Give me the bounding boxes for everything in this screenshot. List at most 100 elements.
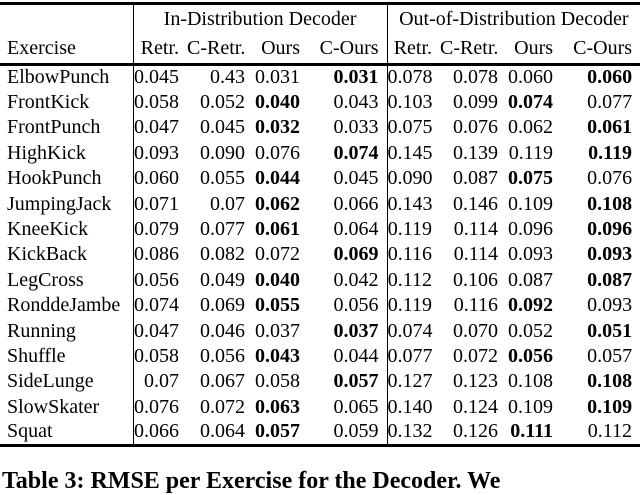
out-dist-c-ours-cell: 0.077 <box>587 91 633 114</box>
out-dist-c-retr-cell: 0.087 <box>453 167 499 190</box>
exercise-cell: HighKick <box>7 141 86 164</box>
out-dist-ours-cell: 0.075 <box>508 167 554 190</box>
in-dist-retr-cell: 0.079 <box>132 216 187 243</box>
out-dist-c-retr-cell: 0.099 <box>453 91 499 114</box>
in-dist-ours-cell: 0.061 <box>255 218 300 241</box>
in-dist-ours-cell: 0.044 <box>255 167 300 190</box>
in-dist-c-ours-cell: 0.065 <box>333 395 379 418</box>
out-dist-retr-cell: 0.090 <box>386 166 441 192</box>
out-dist-retr-cell: 0.078 <box>386 64 441 90</box>
exercise-cell: LegCross <box>7 268 84 291</box>
out-dist-c-retr-cell: 0.076 <box>453 116 499 139</box>
in-dist-c-ours-cell: 0.043 <box>333 91 379 114</box>
exercise-cell: JumpingJack <box>7 192 112 215</box>
in-dist-c-retr-cell: 0.07 <box>210 192 245 215</box>
out-dist-ours-cell: 0.052 <box>508 319 554 342</box>
in-dist-c-ours-cell: 0.037 <box>333 319 379 342</box>
in-distribution-group-header: In-Distribution Decoder <box>132 3 388 33</box>
out-dist-ours-cell: 0.119 <box>508 141 554 164</box>
exercise-cell: ElbowPunch <box>7 66 110 89</box>
in-dist-ours-cell: 0.040 <box>255 268 300 291</box>
in-dist-ours-cell: 0.057 <box>255 420 300 443</box>
in-dist-c-ours-cell: 0.042 <box>333 268 379 291</box>
in-dist-retr-cell: 0.076 <box>132 394 187 420</box>
in-dist-ours-cell: 0.055 <box>255 294 300 317</box>
out-dist-c-ours-cell: 0.112 <box>587 420 633 443</box>
in-dist-c-retr-cell: 0.056 <box>200 344 245 367</box>
out-dist-ours-cell: 0.108 <box>508 370 554 393</box>
out-dist-retr-cell: 0.140 <box>386 394 441 420</box>
exercise-cell: RonddeJambe <box>7 294 121 317</box>
in-dist-ours-cell: 0.063 <box>255 395 300 418</box>
exercise-cell: FrontPunch <box>7 116 101 139</box>
in-dist-c-ours-header: C-Ours <box>308 33 388 66</box>
in-dist-c-ours-cell: 0.069 <box>333 243 379 266</box>
out-dist-c-retr-cell: 0.106 <box>453 268 499 291</box>
out-dist-retr-cell: 0.077 <box>386 343 441 370</box>
in-dist-c-retr-cell: 0.43 <box>210 66 245 89</box>
in-dist-retr-cell: 0.071 <box>132 191 187 217</box>
in-dist-retr-cell: 0.066 <box>132 419 187 446</box>
out-dist-c-retr-cell: 0.078 <box>453 66 499 89</box>
out-dist-retr-cell: 0.112 <box>386 267 441 294</box>
out-dist-c-retr-cell: 0.146 <box>453 192 499 215</box>
out-dist-ours-cell: 0.093 <box>508 243 554 266</box>
in-dist-c-ours-cell: 0.033 <box>333 116 379 139</box>
in-dist-retr-cell: 0.093 <box>132 140 187 167</box>
exercise-column-header: Exercise <box>0 33 133 66</box>
in-dist-c-retr-header: C-Retr. <box>187 33 253 66</box>
out-dist-c-ours-cell: 0.109 <box>587 395 633 418</box>
out-dist-c-ours-cell: 0.051 <box>587 319 633 342</box>
table-row: LegCross 0.056 0.049 0.040 0.042 0.112 0.106 0.… <box>0 267 640 294</box>
out-dist-c-ours-cell: 0.057 <box>587 344 633 367</box>
table-row: Shuffle 0.058 0.056 0.043 0.044 0.077 0.072 0.0… <box>0 343 640 370</box>
table-row: FrontKick 0.058 0.052 0.040 0.043 0.103 0.099 0… <box>0 89 640 116</box>
out-dist-c-ours-cell: 0.108 <box>587 192 633 215</box>
table-row: SlowSkater 0.076 0.072 0.063 0.065 0.140 0.124… <box>0 394 640 420</box>
table-row: JumpingJack 0.071 0.07 0.062 0.066 0.143 0.146… <box>0 191 640 217</box>
in-dist-c-retr-cell: 0.045 <box>200 116 245 139</box>
out-dist-ours-header: Ours <box>506 33 562 66</box>
out-dist-c-retr-cell: 0.126 <box>453 420 499 443</box>
out-dist-c-ours-cell: 0.076 <box>587 167 633 190</box>
out-dist-c-retr-cell: 0.124 <box>453 395 499 418</box>
in-dist-c-ours-cell: 0.031 <box>333 66 379 89</box>
exercise-cell: Running <box>7 319 76 342</box>
in-dist-ours-cell: 0.037 <box>255 319 300 342</box>
in-dist-ours-cell: 0.058 <box>255 370 300 393</box>
table-row: ElbowPunch 0.045 0.43 0.031 0.031 0.078 0.078 0… <box>0 64 640 90</box>
in-dist-c-retr-cell: 0.064 <box>200 420 245 443</box>
in-dist-c-retr-cell: 0.072 <box>200 395 245 418</box>
table-header: In-Distribution Decoder Out-of-Distribut… <box>0 3 640 66</box>
exercise-cell: Shuffle <box>7 344 66 367</box>
results-table-container: In-Distribution Decoder Out-of-Distribut… <box>0 2 640 447</box>
in-dist-c-retr-cell: 0.046 <box>200 319 245 342</box>
out-dist-c-ours-cell: 0.096 <box>587 218 633 241</box>
exercise-cell: Squat <box>7 420 53 443</box>
out-dist-c-ours-cell: 0.093 <box>587 243 633 266</box>
out-dist-c-ours-cell: 0.093 <box>587 294 633 317</box>
in-dist-c-retr-cell: 0.090 <box>200 141 245 164</box>
in-dist-c-ours-cell: 0.064 <box>333 218 379 241</box>
out-dist-c-retr-cell: 0.070 <box>453 319 499 342</box>
out-dist-c-ours-cell: 0.061 <box>587 116 633 139</box>
out-dist-ours-cell: 0.056 <box>508 344 554 367</box>
out-dist-retr-cell: 0.119 <box>386 216 441 243</box>
in-dist-c-retr-cell: 0.077 <box>200 218 245 241</box>
in-dist-retr-cell: 0.047 <box>132 318 187 344</box>
in-dist-ours-header: Ours <box>253 33 308 66</box>
in-dist-c-retr-cell: 0.049 <box>200 268 245 291</box>
in-dist-ours-cell: 0.040 <box>255 91 300 114</box>
exercise-cell: SideLunge <box>7 370 94 393</box>
out-dist-ours-cell: 0.060 <box>508 66 554 89</box>
in-dist-retr-cell: 0.047 <box>132 115 187 141</box>
out-dist-ours-cell: 0.111 <box>510 420 554 443</box>
in-dist-c-ours-cell: 0.066 <box>333 192 379 215</box>
out-dist-retr-cell: 0.119 <box>386 293 441 319</box>
in-dist-retr-cell: 0.086 <box>132 242 187 268</box>
out-dist-retr-cell: 0.132 <box>386 419 441 446</box>
results-table: In-Distribution Decoder Out-of-Distribut… <box>0 2 640 447</box>
exercise-cell: SlowSkater <box>7 395 100 418</box>
out-dist-c-retr-cell: 0.114 <box>453 243 499 266</box>
out-dist-ours-cell: 0.109 <box>508 192 554 215</box>
